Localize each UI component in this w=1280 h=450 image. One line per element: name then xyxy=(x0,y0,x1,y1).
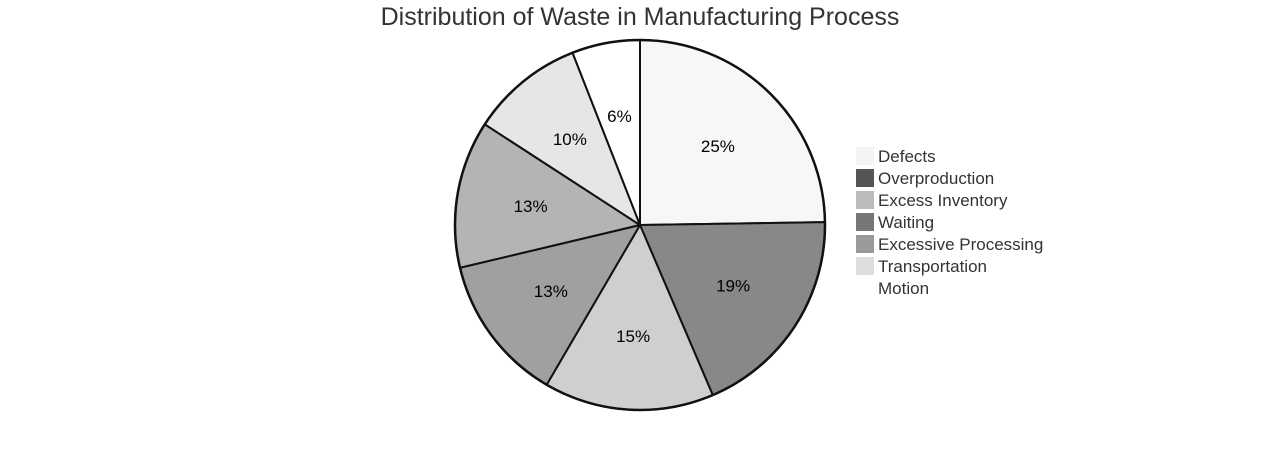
legend-swatch-motion xyxy=(856,279,874,297)
legend-label-transportation: Transportation xyxy=(878,257,987,276)
slice-label-motion: 6% xyxy=(607,107,632,126)
legend-item-excessive-processing: Excessive Processing xyxy=(856,235,1043,254)
slice-label-overproduction: 19% xyxy=(716,276,750,295)
pie-slices xyxy=(453,39,826,411)
legend-label-motion: Motion xyxy=(878,279,929,298)
legend-swatch-defects xyxy=(856,147,874,165)
legend-label-excess-inventory: Excess Inventory xyxy=(878,191,1008,210)
legend-swatch-excessive-processing xyxy=(856,235,874,253)
slice-label-excess-inventory: 15% xyxy=(616,327,650,346)
legend-label-overproduction: Overproduction xyxy=(878,169,994,188)
legend-swatch-overproduction xyxy=(856,169,874,187)
legend-label-defects: Defects xyxy=(878,147,936,166)
legend-item-motion: Motion xyxy=(856,279,929,298)
legend-item-defects: Defects xyxy=(856,147,936,166)
slice-label-waiting: 13% xyxy=(534,282,568,301)
pie-slice-labels: 25% 19% 15% 13% 13% 10% 6% xyxy=(514,107,751,346)
slice-label-transportation: 10% xyxy=(553,130,587,149)
slice-label-excessive-processing: 13% xyxy=(514,197,548,216)
legend-item-overproduction: Overproduction xyxy=(856,169,994,188)
legend-label-waiting: Waiting xyxy=(878,213,934,232)
legend-swatch-waiting xyxy=(856,213,874,231)
pie-slice-defects xyxy=(639,39,826,226)
legend-swatch-transportation xyxy=(856,257,874,275)
legend-item-transportation: Transportation xyxy=(856,257,987,276)
chart-title: Distribution of Waste in Manufacturing P… xyxy=(381,3,900,31)
pie-outline xyxy=(453,38,827,412)
legend-item-excess-inventory: Excess Inventory xyxy=(856,191,1008,210)
slice-label-defects: 25% xyxy=(701,137,735,156)
legend-item-waiting: Waiting xyxy=(856,213,934,232)
legend: Defects Overproduction Excess Inventory Wai… xyxy=(856,147,1043,298)
legend-swatch-excess-inventory xyxy=(856,191,874,209)
legend-label-excessive-processing: Excessive Processing xyxy=(878,235,1043,254)
